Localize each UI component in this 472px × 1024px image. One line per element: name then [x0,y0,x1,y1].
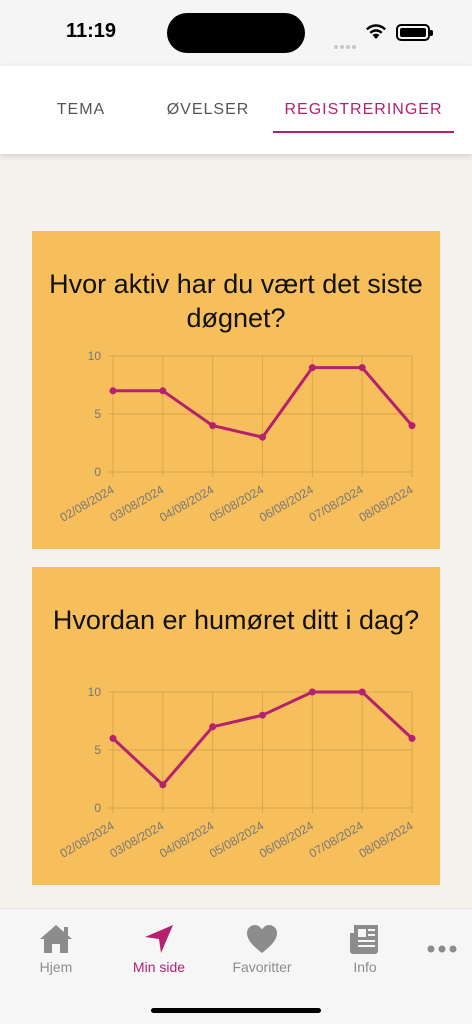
nav-min-side[interactable]: Min side [114,909,204,989]
signal-icon [334,36,358,54]
x-tick-label: 03/08/2024 [107,818,166,860]
y-tick-label: 0 [94,801,101,815]
nav-more[interactable] [397,909,472,989]
x-tick-label: 06/08/2024 [257,818,316,860]
home-icon [40,925,72,953]
data-point [358,688,366,696]
wifi-icon [364,22,388,45]
top-tab-bar: TEMA ØVELSER REGISTRERINGER [0,66,472,154]
data-point [259,433,266,441]
active-tab-indicator [273,131,454,133]
data-point [408,734,416,742]
tab-ovelser[interactable]: ØVELSER [166,101,250,118]
nav-label: Favoritter [232,959,292,975]
nav-label: Info [353,959,377,975]
data-point [209,723,217,731]
data-point [159,781,167,789]
data-point [109,387,117,395]
x-tick-label: 08/08/2024 [356,482,415,524]
nav-favoritter[interactable]: Favoritter [217,909,307,989]
data-point [358,364,366,372]
y-tick-label: 5 [94,743,101,757]
data-point [308,364,316,372]
dynamic-island [167,13,305,53]
y-tick-label: 10 [88,349,102,363]
x-tick-label: 04/08/2024 [157,482,216,524]
x-tick-label: 02/08/2024 [57,482,116,524]
navigation-arrow-icon [145,925,173,953]
data-point [159,387,167,395]
x-tick-label: 08/08/2024 [356,818,415,860]
chart-title: Hvor aktiv har du vært det siste døgnet? [49,269,423,333]
mood-line-chart: 0 5 10 02/08/202403/08/202404/08/202405/08/… [57,685,416,861]
x-tick-label: 05/08/2024 [207,818,266,860]
y-tick-label: 10 [88,685,102,699]
data-point [259,711,266,719]
home-indicator [151,1008,321,1013]
x-tick-label: 07/08/2024 [307,818,366,860]
nav-info[interactable]: Info [320,909,410,989]
chart-title: Hvordan er humøret ditt i dag? [52,605,420,635]
x-tick-label: 04/08/2024 [157,818,216,860]
status-time: 11:19 [66,20,117,42]
tab-tema[interactable]: TEMA [56,101,106,118]
x-tick-label: 06/08/2024 [257,482,316,524]
tab-registreringer[interactable]: REGISTRERINGER [284,101,443,118]
x-tick-label: 05/08/2024 [207,482,266,524]
activity-chart-card: Hvor aktiv har du vært det siste døgnet?… [32,231,440,549]
mood-chart-card: Hvordan er humøret ditt i dag? 0 5 10 02/08… [32,567,440,885]
bottom-navigation: Hjem Min side Favoritter Info [0,908,472,1024]
x-tick-label: 07/08/2024 [307,482,366,524]
heart-icon [247,925,277,953]
x-tick-label: 02/08/2024 [57,818,116,860]
nav-label: Hjem [39,959,73,975]
data-point [109,734,117,742]
more-icon [427,945,457,953]
y-tick-label: 5 [94,407,101,421]
data-point [209,422,217,430]
newspaper-icon [350,925,378,954]
data-point [308,688,316,696]
x-tick-label: 03/08/2024 [107,482,166,524]
nav-home[interactable]: Hjem [11,909,101,989]
battery-icon [396,24,433,41]
data-point [408,422,416,430]
y-tick-label: 0 [94,465,101,479]
activity-line-chart: 0 5 10 02/08/202403/08/202404/08/202405/08/… [57,349,416,525]
nav-label: Min side [132,959,186,975]
status-bar: 11:19 [0,0,472,66]
